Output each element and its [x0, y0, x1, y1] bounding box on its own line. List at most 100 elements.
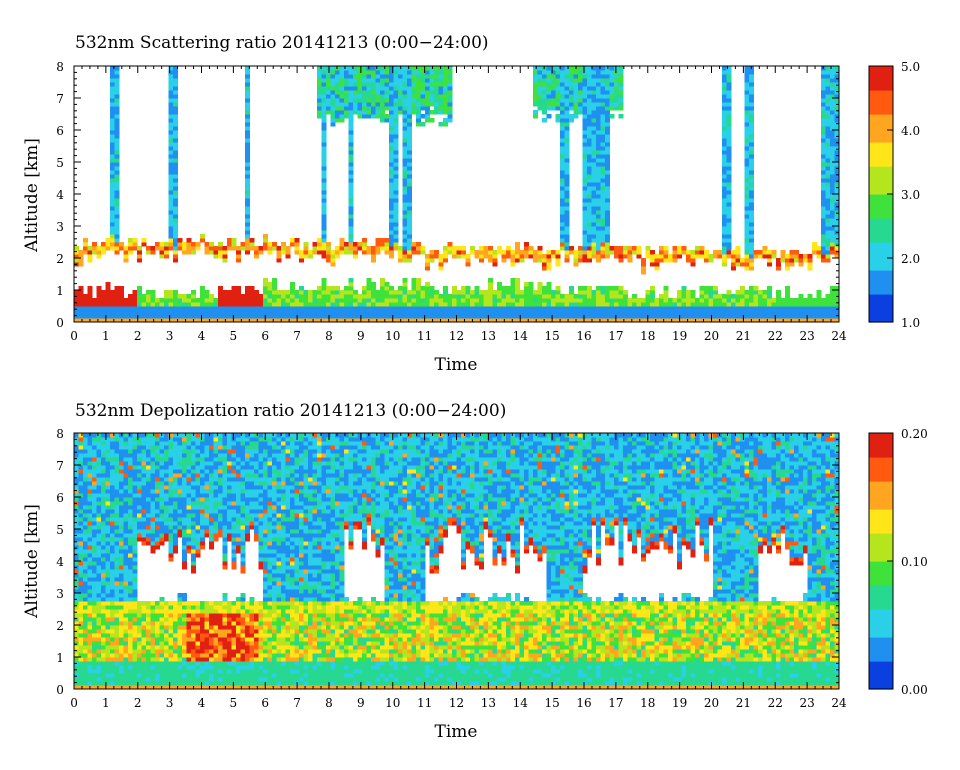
heatmap-cell	[240, 617, 246, 626]
heatmap-cell	[119, 585, 124, 590]
heatmap-cell	[285, 465, 291, 470]
heatmap-cell	[249, 609, 255, 614]
heatmap-cell	[294, 665, 300, 670]
heatmap-cell	[596, 66, 601, 79]
heatmap-cell	[492, 250, 498, 255]
heatmap-cell	[294, 481, 300, 486]
heatmap-cell	[110, 681, 115, 686]
heatmap-cell	[200, 685, 205, 690]
heatmap-cell	[177, 605, 183, 614]
heatmap-cell	[155, 641, 160, 646]
heatmap-cell	[227, 509, 232, 522]
heatmap-cell	[555, 254, 561, 259]
heatmap-cell	[290, 601, 295, 610]
heatmap-cell	[191, 537, 196, 542]
heatmap-cell	[105, 481, 111, 486]
heatmap-cell	[416, 278, 421, 291]
heatmap-cell	[281, 617, 286, 622]
heatmap-cell	[159, 437, 165, 442]
heatmap-cell	[389, 210, 394, 215]
colorbar-band	[869, 286, 893, 291]
heatmap-cell	[92, 246, 97, 251]
heatmap-cell	[560, 294, 565, 299]
heatmap-cell	[155, 545, 160, 550]
heatmap-cell	[258, 645, 264, 650]
heatmap-cell	[398, 94, 403, 99]
heatmap-cell	[168, 210, 174, 215]
heatmap-cell	[137, 485, 142, 490]
heatmap-cell	[209, 513, 214, 518]
heatmap-cell	[132, 685, 138, 690]
heatmap-cell	[236, 461, 241, 466]
heatmap-cell	[582, 74, 588, 79]
heatmap-cell	[312, 298, 318, 303]
heatmap-cell	[299, 250, 304, 259]
heatmap-cell	[146, 481, 151, 498]
heatmap-cell	[317, 294, 322, 299]
heatmap-cell	[591, 122, 597, 127]
heatmap-cell	[380, 318, 385, 323]
heatmap-cell	[87, 533, 93, 538]
heatmap-cell	[366, 110, 372, 115]
heatmap-cell	[353, 70, 358, 75]
heatmap-cell	[290, 533, 295, 538]
heatmap-cell	[92, 633, 97, 638]
heatmap-cell	[137, 621, 142, 626]
heatmap-cell	[353, 246, 358, 251]
heatmap-cell	[600, 190, 606, 219]
heatmap-cell	[699, 302, 705, 307]
heatmap-cell	[258, 461, 264, 470]
heatmap-cell	[231, 238, 237, 247]
heatmap-cell	[722, 130, 727, 139]
heatmap-cell	[83, 645, 88, 650]
heatmap-cell	[393, 118, 399, 123]
heatmap-cell	[821, 298, 826, 307]
heatmap-cell	[177, 661, 183, 666]
heatmap-cell	[609, 102, 615, 107]
heatmap-cell	[285, 633, 291, 638]
heatmap-cell	[344, 70, 349, 79]
heatmap-cell	[245, 461, 250, 470]
heatmap-cell	[231, 649, 237, 658]
heatmap-cell	[303, 681, 309, 686]
heatmap-cell	[96, 681, 102, 686]
heatmap-cell	[573, 78, 579, 83]
heatmap-cell	[146, 613, 151, 618]
heatmap-cell	[438, 94, 444, 99]
heatmap-cell	[222, 537, 228, 542]
heatmap-cell	[758, 318, 763, 323]
heatmap-cell	[204, 601, 210, 614]
heatmap-cell	[267, 581, 273, 586]
heatmap-cell	[128, 294, 133, 307]
heatmap-cell	[173, 529, 178, 534]
heatmap-cell	[132, 557, 138, 562]
heatmap-cell	[659, 250, 664, 255]
y-tick-label: 1	[56, 284, 64, 298]
heatmap-cell	[794, 306, 799, 319]
heatmap-cell	[749, 306, 754, 319]
heatmap-cell	[182, 549, 187, 562]
heatmap-cell	[605, 106, 610, 111]
heatmap-cell	[722, 254, 727, 263]
heatmap-cell	[366, 278, 372, 291]
heatmap-cell	[416, 306, 421, 319]
heatmap-cell	[101, 577, 106, 582]
heatmap-cell	[501, 298, 507, 307]
heatmap-cell	[501, 254, 507, 259]
heatmap-cell	[767, 254, 772, 259]
heatmap-cell	[542, 298, 547, 303]
heatmap-cell	[114, 513, 120, 518]
heatmap-cell	[227, 661, 232, 666]
heatmap-cell	[204, 629, 210, 634]
heatmap-cell	[726, 194, 732, 203]
heatmap-cell	[254, 513, 259, 518]
heatmap-cell	[168, 441, 174, 450]
heatmap-cell	[258, 453, 264, 462]
heatmap-cell	[587, 154, 592, 163]
heatmap-cell	[119, 493, 124, 502]
heatmap-cell	[587, 186, 592, 195]
heatmap-cell	[177, 493, 183, 498]
heatmap-cell	[308, 573, 313, 582]
heatmap-cell	[96, 497, 102, 502]
heatmap-cell	[294, 449, 300, 458]
